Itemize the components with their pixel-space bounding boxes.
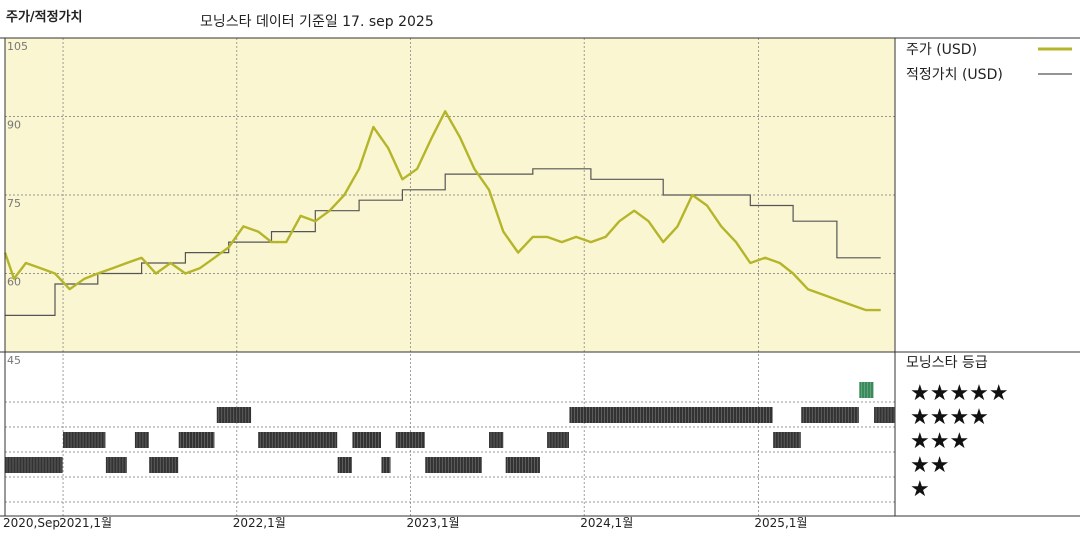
rating-bar-fill xyxy=(63,432,106,448)
rating-bar-fill xyxy=(505,457,540,473)
rating-bar-fill xyxy=(425,457,482,473)
rating-bar-fill xyxy=(874,407,895,423)
rating-bar-3-star xyxy=(258,432,338,448)
rating-bar-fill xyxy=(178,432,215,448)
x-tick-label: 2023,1월 xyxy=(406,516,459,530)
y-tick-label: 75 xyxy=(7,197,21,210)
rating-bar-4-star xyxy=(874,407,895,423)
y-tick-label: 60 xyxy=(7,276,21,289)
rating-bar-fill xyxy=(773,432,801,448)
legend-label-fair: 적정가치 (USD) xyxy=(906,67,1003,83)
rating-bar-fill xyxy=(337,457,352,473)
y-tick-label: 90 xyxy=(7,119,21,132)
rating-bar-fill xyxy=(381,457,391,473)
rating-bar-3-star xyxy=(773,432,801,448)
rating-bar-3-star xyxy=(489,432,504,448)
y-axis-ticks: 105 90 75 60 45 xyxy=(7,40,28,367)
rating-bar-2-star xyxy=(381,457,391,473)
rating-bar-2-star xyxy=(337,457,352,473)
rating-bar-3-star xyxy=(547,432,569,448)
rating-bar-3-star xyxy=(352,432,381,448)
x-tick-label: 2024,1월 xyxy=(580,516,633,530)
rating-bar-3-star xyxy=(395,432,426,448)
rating-bar-fill xyxy=(149,457,179,473)
rating-star-label: ★ xyxy=(910,477,930,502)
rating-bar-fill xyxy=(134,432,149,448)
rating-bar-fill xyxy=(352,432,381,448)
rating-star-label: ★★★★ xyxy=(910,405,989,430)
rating-bar-2-star xyxy=(5,457,63,473)
rating-bar-2-star xyxy=(105,457,127,473)
series-line-fair-value xyxy=(5,168,881,316)
rating-bar-fill xyxy=(395,432,425,448)
rating-bar-fill xyxy=(216,407,252,423)
x-tick-label: 2020,Sep xyxy=(3,516,60,530)
rating-bar-fill xyxy=(859,382,874,398)
rating-bar-fill xyxy=(569,407,773,423)
rating-bar-fill xyxy=(547,432,569,448)
y-tick-label: 45 xyxy=(7,354,21,367)
chart-frame xyxy=(0,37,1080,517)
rating-star-labels: ★★★★★★★★★★★★★★★ xyxy=(910,381,1009,502)
y-tick-label: 105 xyxy=(7,40,28,53)
rating-bar-fill xyxy=(489,432,504,448)
rating-bar-fill xyxy=(258,432,338,448)
rating-bar-fill xyxy=(5,457,63,473)
rating-bar-3-star xyxy=(178,432,215,448)
rating-bar-3-star xyxy=(63,432,106,448)
data-date-subtitle: 모닝스타 데이터 기준일 17. sep 2025 xyxy=(200,14,434,30)
rating-bar-3-star xyxy=(134,432,149,448)
rating-bar-2-star xyxy=(149,457,179,473)
legend: 주가 (USD) 적정가치 (USD) 모닝스타 등급 xyxy=(906,42,1072,371)
rating-bar-4-star xyxy=(801,407,859,423)
rating-title: 모닝스타 등급 xyxy=(906,355,988,371)
rating-star-label: ★★★ xyxy=(910,429,969,454)
rating-history-bars xyxy=(5,382,895,473)
rating-bar-2-star xyxy=(505,457,540,473)
x-tick-label: 2025,1월 xyxy=(754,516,807,530)
rating-bar-fill xyxy=(801,407,859,423)
rating-star-label: ★★★★★ xyxy=(910,381,1009,406)
rating-bar-4-star xyxy=(216,407,252,423)
chart-title: 주가/적정가치 xyxy=(6,10,83,25)
series-line-price xyxy=(3,110,881,312)
x-tick-label: 2021,1월 xyxy=(59,516,112,530)
x-axis-ticks: 2020,Sep 2021,1월 2022,1월 2023,1월 2024,1월 2025… xyxy=(3,516,807,530)
rating-bar-fill xyxy=(105,457,127,473)
rating-bar-5-star xyxy=(859,382,874,398)
rating-bar-4-star xyxy=(569,407,773,423)
rating-bar-2-star xyxy=(425,457,482,473)
rating-star-label: ★★ xyxy=(910,453,949,478)
legend-label-price: 주가 (USD) xyxy=(906,42,977,58)
rating-grid-lines xyxy=(5,401,895,503)
x-tick-label: 2022,1월 xyxy=(233,516,286,530)
